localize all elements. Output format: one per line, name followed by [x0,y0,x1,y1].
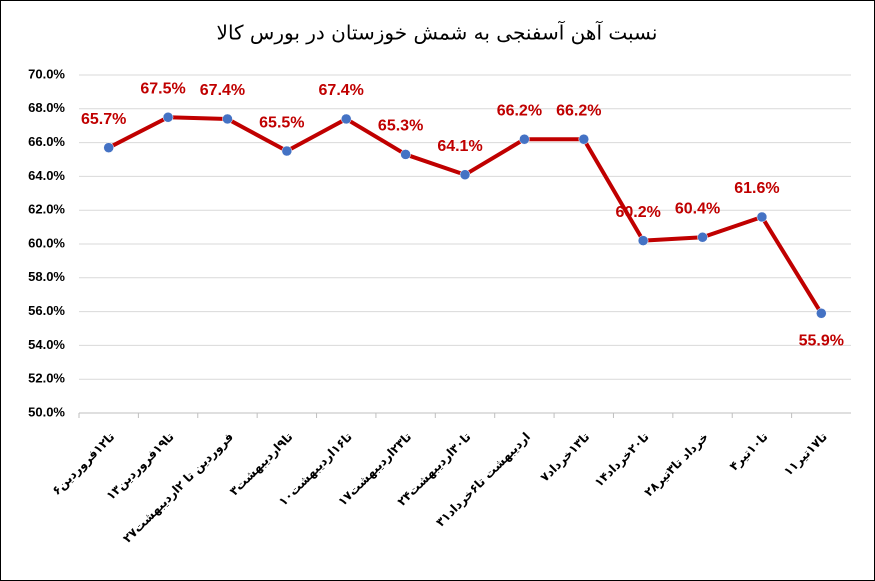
data-label: 60.2% [615,204,660,221]
data-label: 67.4% [319,82,364,99]
data-point [103,142,114,153]
data-label: 55.9% [799,333,844,350]
data-point [281,145,293,157]
data-point [459,169,471,180]
y-tick-label: 66.0% [28,134,65,149]
chart-title: نسبت آهن آسفنجی به شمش خوزستان در بورس ک… [217,20,658,45]
grid [79,74,851,414]
data-label: 65.7% [81,111,126,128]
y-tick-label: 56.0% [28,303,65,318]
data-point [519,133,530,145]
data-point [400,149,411,160]
data-label: 60.4% [675,200,720,217]
data-point [756,211,768,223]
data-point [222,113,233,125]
y-tick-label: 50.0% [28,404,65,419]
data-label: 61.6% [734,180,779,197]
y-tick-label: 68.0% [28,100,65,115]
data-label: 67.5% [140,80,185,97]
data-label: 65.5% [259,114,304,131]
data-label: 64.1% [437,138,482,155]
data-point [697,231,708,243]
data-label: 66.2% [497,102,542,119]
data-label: 66.2% [556,102,601,119]
data-point [578,133,590,145]
y-tick-label: 52.0% [28,371,65,386]
data-point [340,113,352,125]
y-tick-label: 70.0% [28,66,65,81]
data-point [637,235,649,246]
y-tick-label: 54.0% [28,337,65,352]
y-tick-label: 60.0% [28,235,65,250]
data-point [162,112,174,123]
y-tick-label: 64.0% [28,168,65,183]
data-label: 65.3% [378,118,423,135]
data-point [816,308,827,319]
y-tick-label: 58.0% [28,269,65,284]
data-label: 67.4% [200,82,245,99]
y-tick-label: 62.0% [28,202,65,217]
